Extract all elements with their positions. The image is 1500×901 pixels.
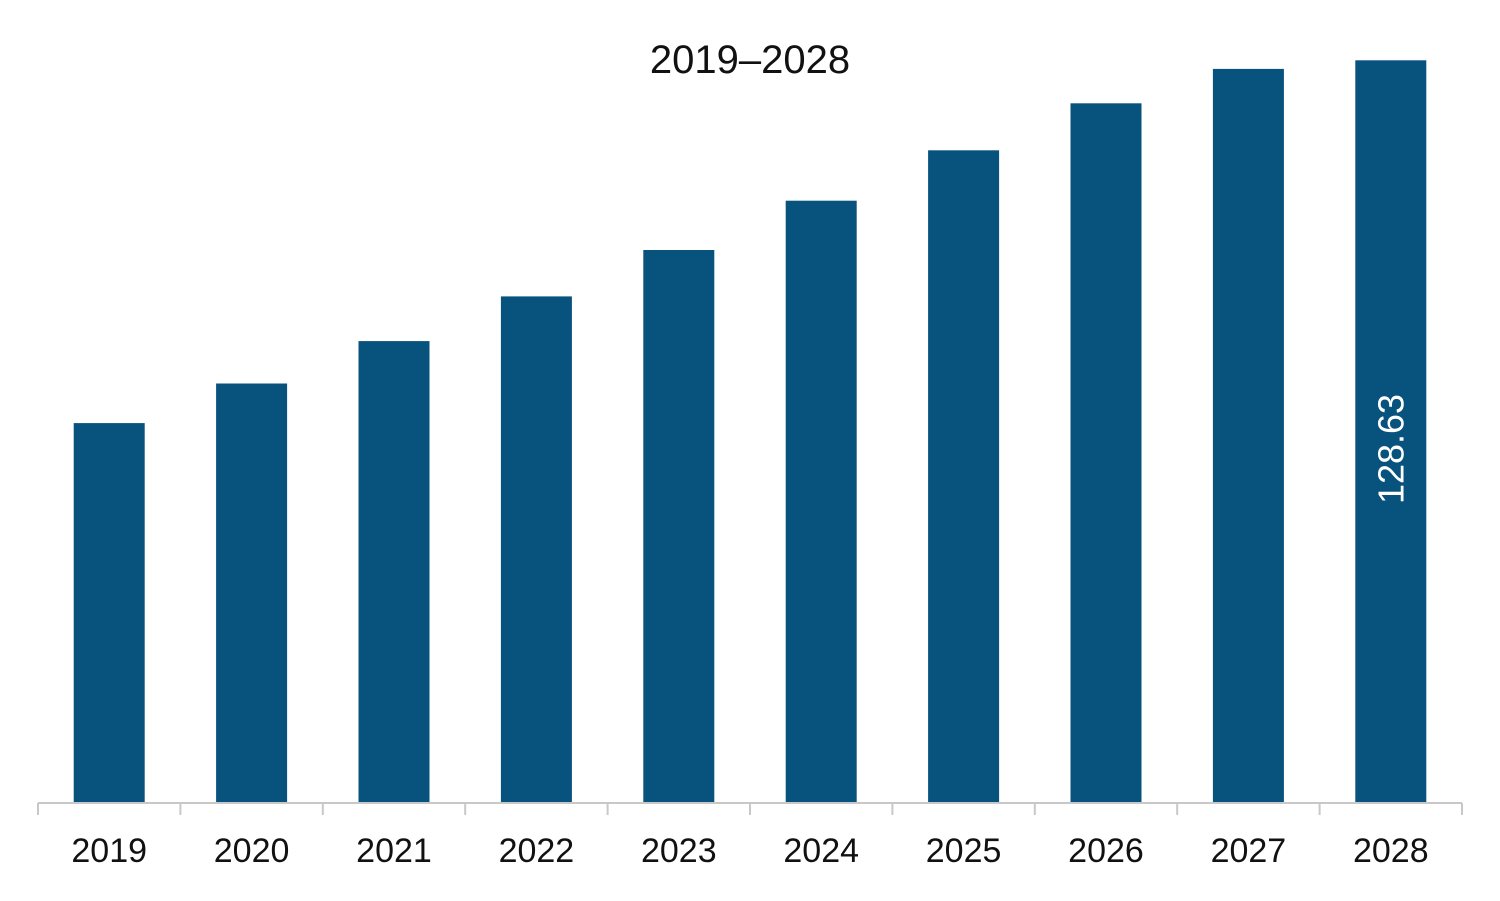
bar-2019	[73, 423, 145, 803]
bar-2020	[216, 383, 288, 803]
bar-2026	[1070, 103, 1142, 804]
x-tick-label-2020: 2020	[214, 832, 290, 870]
bar-2027	[1212, 68, 1284, 803]
data-labels-group: 128.63	[1370, 394, 1411, 504]
x-tick-label-2026: 2026	[1068, 832, 1144, 870]
bar-2022	[500, 296, 572, 803]
x-axis: 2019 2020 2021 2022 2023 2024 2025 2026 2027 2028	[37, 802, 1463, 870]
data-label-2028: 128.63	[1370, 394, 1411, 504]
chart-title: 2019–2028	[650, 38, 850, 82]
x-tick-label-2028: 2028	[1353, 832, 1429, 870]
x-tick-label-2023: 2023	[641, 832, 717, 870]
bar-2023	[643, 250, 715, 803]
bars-group	[73, 60, 1427, 804]
bar-2021	[358, 341, 430, 803]
x-tick-label-2027: 2027	[1211, 832, 1287, 870]
x-tick-label-2022: 2022	[499, 832, 575, 870]
x-tick-label-2021: 2021	[356, 832, 432, 870]
bar-2028	[1355, 60, 1427, 804]
x-tick-label-2019: 2019	[71, 832, 147, 870]
x-tick-label-2025: 2025	[926, 832, 1002, 870]
bar-2024	[785, 200, 857, 803]
bar-2025	[928, 150, 1000, 804]
x-tick-label-2024: 2024	[783, 832, 859, 870]
